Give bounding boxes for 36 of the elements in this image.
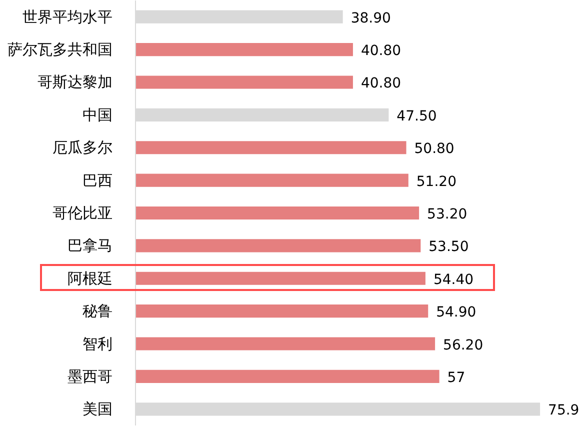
data-label: 54.90 bbox=[436, 304, 476, 321]
y-tick-label: 智利 bbox=[82, 334, 112, 353]
bar bbox=[136, 337, 436, 350]
y-tick-label: 巴西 bbox=[82, 171, 112, 190]
data-label: 38.90 bbox=[350, 10, 391, 26]
y-tick-label: 厄瓜多尔 bbox=[52, 138, 112, 157]
y-tick-label: 墨西哥 bbox=[68, 367, 112, 386]
bar bbox=[136, 43, 353, 56]
y-tick-label: 中国 bbox=[82, 106, 112, 124]
y-tick-label: 秘鲁 bbox=[82, 302, 112, 320]
data-label: 56.20 bbox=[443, 337, 484, 354]
bar bbox=[136, 76, 353, 89]
y-tick-label: 巴拿马 bbox=[68, 236, 112, 255]
data-label: 40.80 bbox=[360, 43, 402, 60]
data-label: 75.9 bbox=[548, 402, 580, 419]
data-label: 54.40 bbox=[433, 272, 474, 288]
bar bbox=[136, 174, 408, 187]
data-label: 53.20 bbox=[427, 206, 468, 222]
bar bbox=[136, 141, 406, 154]
y-tick-label: 萨尔瓦多共和国 bbox=[8, 40, 112, 59]
bar bbox=[136, 370, 440, 383]
y-tick-label: 哥伦比亚 bbox=[52, 204, 112, 222]
data-label: 50.80 bbox=[414, 141, 454, 158]
data-label: 53.50 bbox=[428, 239, 469, 256]
y-tick-label: 美国 bbox=[82, 400, 112, 418]
bar bbox=[136, 239, 421, 252]
data-label: 40.80 bbox=[360, 76, 402, 92]
y-tick-label: 哥斯达黎加 bbox=[38, 73, 112, 92]
data-label: 47.50 bbox=[396, 108, 437, 124]
data-label: 57 bbox=[447, 370, 466, 386]
y-tick-label: 世界平均水平 bbox=[22, 8, 112, 26]
bar bbox=[136, 272, 426, 285]
data-label: 51.20 bbox=[416, 174, 456, 190]
bar bbox=[136, 206, 420, 220]
y-tick-label: 阿根廷 bbox=[68, 269, 112, 288]
bar bbox=[136, 304, 428, 318]
